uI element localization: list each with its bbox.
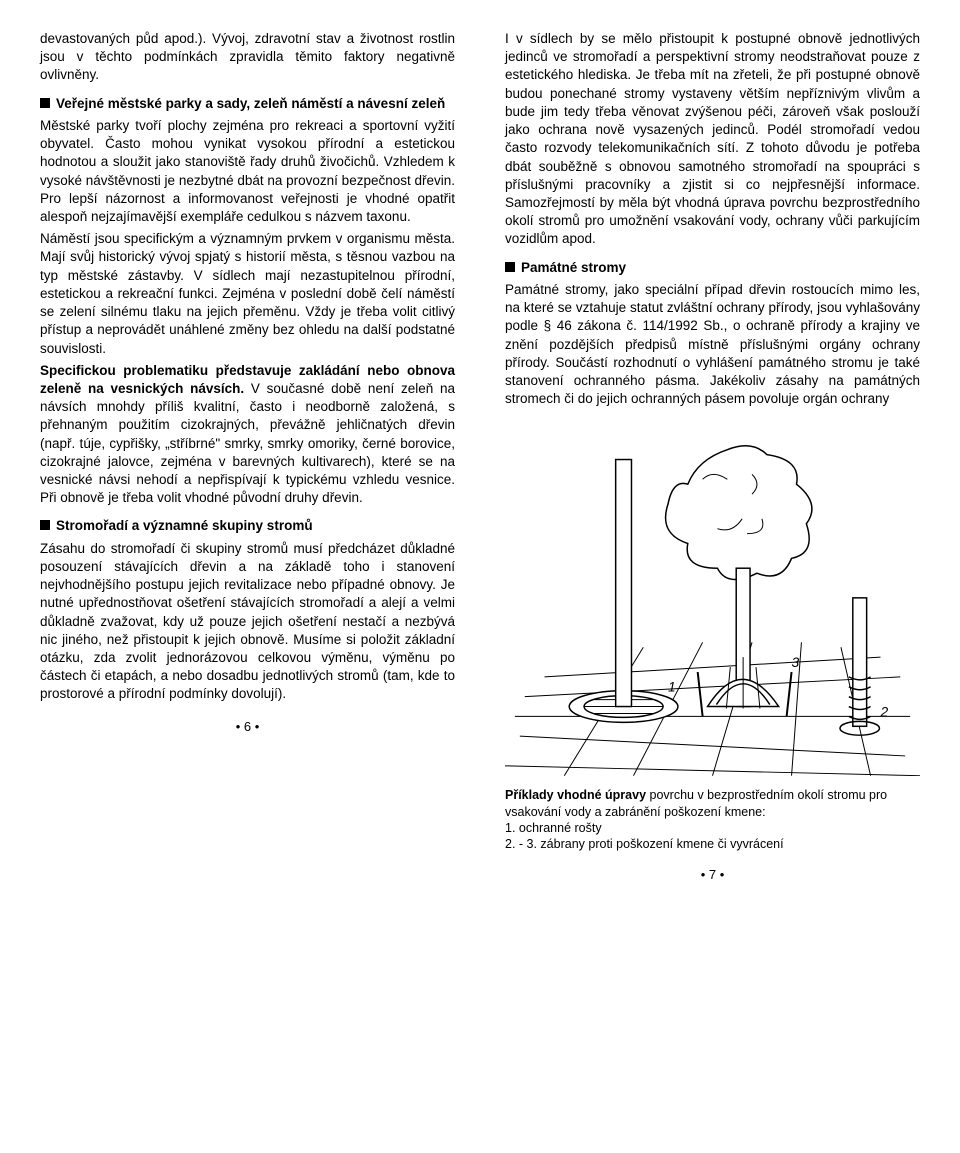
heading-stromoradi: Stromořadí a významné skupiny stromů xyxy=(40,517,455,535)
caption-line: 1. ochranné rošty xyxy=(505,821,602,835)
tree-illustration-icon: 1 3 xyxy=(505,420,920,776)
para: Městské parky tvoří plochy zejména pro r… xyxy=(40,117,455,226)
para-rest: V současné době není zeleň na návsích mn… xyxy=(40,381,455,505)
tree-protection-figure: 1 3 xyxy=(505,420,920,852)
svg-text:2: 2 xyxy=(879,704,888,720)
square-bullet-icon xyxy=(40,98,50,108)
square-bullet-icon xyxy=(505,262,515,272)
heading-text: Památné stromy xyxy=(521,260,626,275)
page-number-right: • 7 • xyxy=(505,866,920,884)
caption-line: 2. - 3. zábrany proti poškození kmene či… xyxy=(505,837,784,851)
heading-pamatne: Památné stromy xyxy=(505,259,920,277)
para: I v sídlech by se mělo přistoupit k post… xyxy=(505,30,920,249)
para: Specifickou problematiku představuje zak… xyxy=(40,362,455,508)
heading-parks: Veřejné městské parky a sady, zeleň námě… xyxy=(40,95,455,113)
caption-lead: Příklady vhodné úpravy xyxy=(505,788,646,802)
square-bullet-icon xyxy=(40,520,50,530)
page-number-left: • 6 • xyxy=(40,718,455,736)
heading-text: Stromořadí a významné skupiny stromů xyxy=(56,518,313,533)
svg-text:1: 1 xyxy=(668,679,676,695)
para: Zásahu do stromořadí či skupiny stromů m… xyxy=(40,540,455,704)
heading-text: Veřejné městské parky a sady, zeleň námě… xyxy=(56,96,445,111)
para: Náměstí jsou specifickým a významným prv… xyxy=(40,230,455,358)
para: Památné stromy, jako speciální případ dř… xyxy=(505,281,920,409)
para: devastovaných půd apod.). Vývoj, zdravot… xyxy=(40,30,455,85)
figure-caption: Příklady vhodné úpravy povrchu v bezpros… xyxy=(505,787,920,852)
svg-text:3: 3 xyxy=(792,654,800,670)
left-column: devastovaných půd apod.). Vývoj, zdravot… xyxy=(40,30,455,884)
right-column: I v sídlech by se mělo přistoupit k post… xyxy=(505,30,920,884)
